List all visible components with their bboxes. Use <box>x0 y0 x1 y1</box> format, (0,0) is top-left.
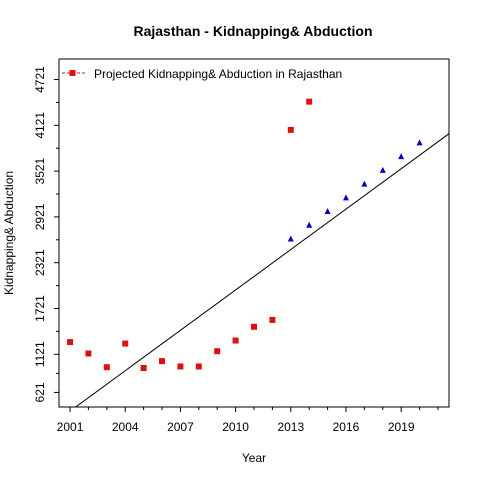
x-tick-label: 2013 <box>277 420 304 434</box>
data-point-triangle <box>416 139 423 146</box>
data-point-square <box>232 337 239 344</box>
x-tick-label: 2010 <box>222 420 249 434</box>
y-tick-label: 1121 <box>33 341 47 367</box>
y-tick-label: 3521 <box>33 157 47 184</box>
x-axis: 2001 2004 2007 2010 2013 2016 2019 <box>57 407 439 434</box>
trend-line <box>74 133 449 407</box>
data-point-triangle <box>342 194 349 201</box>
y-tick-label: 2921 <box>33 203 47 230</box>
x-tick-label: 2019 <box>388 420 415 434</box>
data-point-triangle <box>361 180 368 187</box>
data-point-square <box>214 348 221 355</box>
x-tick-label: 2016 <box>333 420 360 434</box>
x-tick-label: 2007 <box>167 420 194 434</box>
data-point-square <box>269 316 276 323</box>
data-point-square <box>85 350 92 357</box>
plot-area <box>58 58 450 408</box>
data-point-square <box>67 339 74 346</box>
data-point-square <box>306 98 313 105</box>
legend-marker <box>69 70 76 76</box>
data-points <box>67 98 423 372</box>
data-point-triangle <box>398 153 405 160</box>
y-tick-label: 1721 <box>33 295 47 322</box>
data-point-square <box>251 323 257 330</box>
chart-title: Rajasthan - Kidnapping& Abduction <box>133 23 372 39</box>
y-tick-label: 4121 <box>33 112 47 139</box>
x-axis-label: Year <box>242 451 266 465</box>
data-point-square <box>287 126 294 133</box>
y-axis: 621 1121 1721 2321 2921 3521 4121 4721 <box>33 66 59 402</box>
x-tick-label: 2001 <box>57 420 84 434</box>
data-point-square <box>159 358 166 365</box>
data-point-square <box>103 364 110 371</box>
y-tick-label: 621 <box>33 382 47 402</box>
data-point-triangle <box>379 166 386 173</box>
data-point-square <box>195 363 202 370</box>
data-point-triangle <box>324 208 331 215</box>
y-tick-label: 4721 <box>33 66 47 93</box>
data-point-triangle <box>287 235 294 242</box>
data-marks <box>74 133 449 407</box>
y-axis-label: Kidnapping& Abduction <box>2 171 16 295</box>
data-point-square <box>140 365 147 372</box>
legend-entry: Projected Kidnapping& Abduction in Rajas… <box>94 67 342 81</box>
y-tick-label: 2321 <box>33 249 47 276</box>
data-point-square <box>122 340 129 347</box>
data-point-triangle <box>306 221 313 228</box>
data-point-square <box>177 363 184 370</box>
legend: Projected Kidnapping& Abduction in Rajas… <box>62 67 342 81</box>
x-tick-label: 2004 <box>112 420 139 434</box>
